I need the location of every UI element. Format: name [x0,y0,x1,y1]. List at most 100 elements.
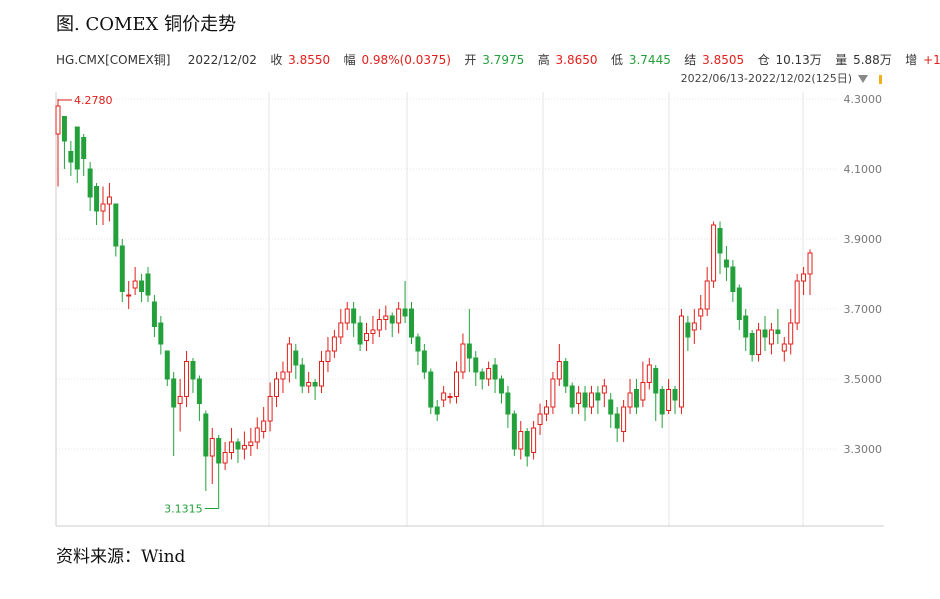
candle-body [730,266,736,292]
high-value: 3.8650 [555,53,598,67]
candle-body [621,406,627,432]
candle-body [158,322,164,345]
dropdown-triangle-icon[interactable] [857,75,868,83]
candle-body [704,280,710,310]
candle-body [781,343,787,352]
candle-body [454,371,459,397]
candle-body [299,364,305,387]
increase-label: 增 [905,53,918,67]
candle-body [543,406,549,415]
candle-body [608,399,614,415]
candle-body [151,301,157,327]
candle-body [177,396,183,404]
candle-body [370,329,376,334]
candle-body [588,392,594,408]
candle-body [460,343,466,373]
candle-body [415,336,421,352]
candle-body [723,259,729,268]
candle-body [325,350,331,362]
candle-body [775,329,781,334]
volume-value: 5.88万 [853,53,892,67]
candle-body [653,368,659,394]
candle-body [569,385,575,408]
settle-value: 3.8505 [702,53,745,67]
candle-body [55,105,61,135]
candle-body [203,413,209,457]
candle-body [498,378,504,394]
candle-body [640,382,646,401]
candle-body [241,445,247,450]
candle-body [447,396,453,398]
close-value: 3.8550 [288,53,331,67]
candle-body [402,308,408,317]
candle-body [248,441,254,446]
candle-body [190,361,196,380]
candle-body [139,280,145,292]
candle-body [351,308,357,324]
candle-body [505,392,511,415]
candle-body [100,203,106,212]
candle-body [280,371,286,380]
candle-body [254,427,260,443]
max-label: 4.2780 [74,94,113,107]
y-tick-label: 3.3000 [844,443,883,456]
candle-body [563,361,569,387]
quote-info-bar: HG.CMX[COMEX铜] 2022/12/02 收 3.8550 幅 0.9… [56,51,940,68]
candle-body [768,329,774,345]
candle-body [396,308,402,324]
candle-body [801,273,807,282]
y-tick-label: 4.3000 [844,93,883,106]
candle-body [235,441,241,450]
candle-body [196,378,202,404]
candle-body [788,322,794,345]
candle-body [68,151,74,163]
candle-body [627,392,633,408]
candle-body [132,280,138,289]
y-tick-label: 3.7000 [844,303,883,316]
candle-body [293,350,299,366]
candle-body [749,333,755,355]
candle-body [486,368,492,380]
date-range-selector[interactable]: 2022/06/13-2022/12/02(125日) [681,70,882,86]
y-tick-label: 3.9000 [844,233,883,246]
candle-body [601,385,607,394]
candle-body [595,392,601,401]
candle-body [762,329,768,338]
candle-body [421,350,427,373]
candle-body [691,322,697,331]
candle-body [274,378,280,397]
open-value: 3.7975 [482,53,525,67]
candle-body [267,396,273,422]
candle-body [61,116,67,142]
change-label: 幅 [343,53,356,67]
candle-body [383,315,389,320]
candle-body [94,186,100,212]
candle-body [364,333,370,341]
candle-body [209,438,215,457]
candle-body [312,382,318,387]
candle-body [614,413,620,429]
source-note: 资料来源：Wind [56,547,186,567]
candle-body [666,389,672,411]
candle-body [216,438,222,464]
candle-body [145,273,151,296]
candle-body [319,361,325,387]
settle-label: 结 [684,53,697,67]
candle-body [286,343,292,373]
date-range-text: 2022/06/13-2022/12/02(125日) [680,72,852,85]
figure-title: 图. COMEX 铜价走势 [56,14,237,35]
low-value: 3.7445 [628,53,671,67]
candle-body [711,224,717,282]
candle-body [261,420,267,432]
candle-body [409,308,414,338]
candle-body [338,322,344,338]
candle-body [511,413,517,450]
y-tick-label: 3.5000 [844,373,883,386]
candle-body [344,308,350,324]
candle-body [672,389,678,401]
candle-body [331,336,337,352]
candle-body [678,315,684,408]
candle-body [376,319,382,331]
low-label: 低 [611,53,624,67]
open-interest-value: 10.13万 [775,53,822,67]
